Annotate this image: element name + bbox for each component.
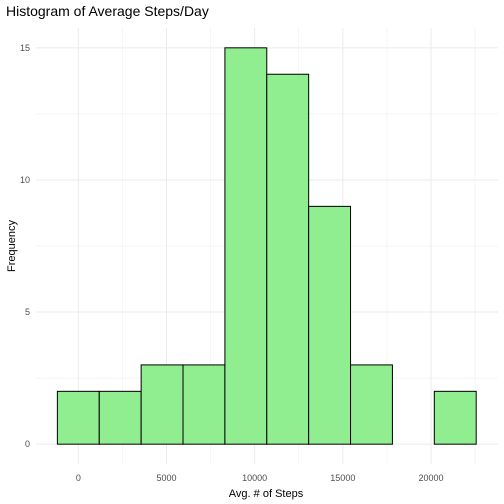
x-axis-ticks: 0 5000 10000 15000 20000: [76, 473, 444, 483]
y-tick-label: 5: [25, 307, 30, 317]
x-tick-label: 0: [76, 473, 81, 483]
histogram-bar: [224, 47, 268, 445]
x-tick-label: 10000: [242, 473, 267, 483]
histogram-bar: [98, 390, 142, 445]
x-tick-label: 15000: [330, 473, 355, 483]
y-tick-label: 15: [20, 43, 30, 53]
y-tick-label: 0: [25, 439, 30, 449]
x-axis-label: Avg. # of Steps: [229, 488, 304, 500]
histogram-bar: [56, 390, 100, 445]
histogram-bar: [140, 364, 184, 445]
histogram-bar: [266, 73, 310, 445]
histogram-bar: [308, 205, 352, 445]
y-tick-label: 10: [20, 175, 30, 185]
y-axis-label: Frequency: [6, 220, 18, 272]
histogram-bar: [182, 364, 226, 445]
bars: [56, 47, 477, 445]
x-tick-label: 5000: [156, 473, 176, 483]
y-axis-ticks: 0 5 10 15: [20, 43, 30, 449]
x-tick-label: 20000: [418, 473, 443, 483]
histogram-bar: [350, 364, 393, 445]
chart-title: Histogram of Average Steps/Day: [6, 3, 209, 19]
histogram-bar: [433, 390, 477, 445]
